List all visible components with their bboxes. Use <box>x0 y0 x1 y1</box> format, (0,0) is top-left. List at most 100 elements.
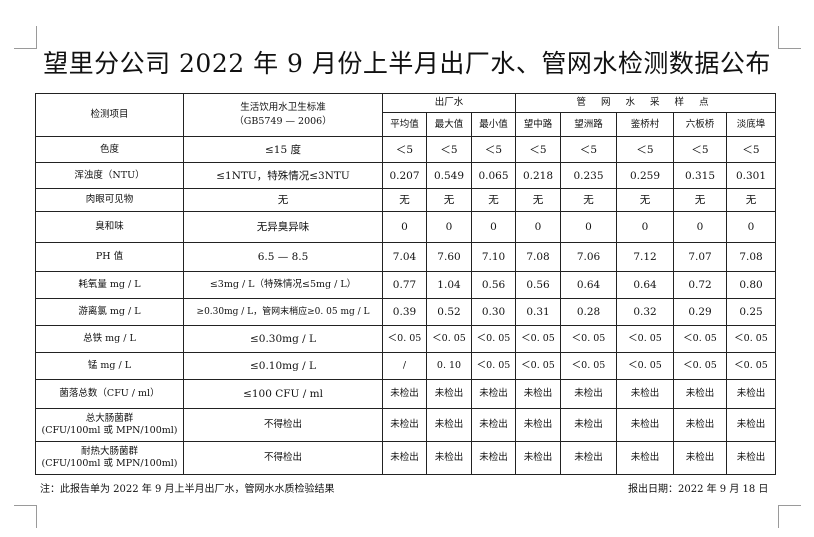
row-value: 7.08 <box>726 242 777 272</box>
row-item-line2: (CFU/100ml 或 MPN/100ml) <box>41 458 178 469</box>
row-value: 0.218 <box>515 162 562 189</box>
row-value: 0.64 <box>616 271 675 299</box>
row-value: 7.60 <box>426 242 472 272</box>
row-value: 未检出 <box>382 408 427 442</box>
row-value: 无 <box>726 188 777 212</box>
table-row: 浑浊度（NTU） ≤1NTU，特殊情况≤3NTU 0.207 0.549 0.0… <box>35 162 777 189</box>
row-value: 1.04 <box>426 271 472 299</box>
row-value: 0 <box>382 211 427 243</box>
row-value: 0.28 <box>560 298 618 326</box>
row-value: 未检出 <box>673 408 728 442</box>
report-date: 报出日期：2022 年 9 月 18 日 <box>628 484 769 495</box>
row-value: / <box>382 352 427 380</box>
header-factory-col: 平均值 <box>382 112 427 137</box>
row-item: 总大肠菌群 (CFU/100ml 或 MPN/100ml) <box>35 408 184 442</box>
row-item: 耐热大肠菌群 (CFU/100ml 或 MPN/100ml) <box>35 441 184 475</box>
row-value: 无 <box>382 188 427 212</box>
row-standard: 不得检出 <box>183 408 383 442</box>
table-row: 色度 ≤15 度 ＜5 ＜5 ＜5 ＜5 ＜5 ＜5 ＜5 ＜5 <box>35 136 777 163</box>
header-row-groups: 检测项目 生活饮用水卫生标准 （GB5749 — 2006） 出厂水 管 网 水… <box>35 93 777 137</box>
row-value: 0.25 <box>726 298 777 326</box>
row-item-line1: 总大肠菌群 <box>85 413 134 424</box>
row-standard: 无异臭异味 <box>183 211 383 243</box>
row-value: 未检出 <box>726 408 777 442</box>
row-value: ＜5 <box>673 136 728 163</box>
row-value: 未检出 <box>560 379 618 409</box>
table-row: 游离氯 mg / L ≥0.30mg / L，管网末梢应≥0. 05 mg / … <box>35 298 777 326</box>
row-value: 0 <box>726 211 777 243</box>
table-row: 总大肠菌群 (CFU/100ml 或 MPN/100ml) 不得检出 未检出 未… <box>35 408 777 442</box>
header-standard-line1: 生活饮用水卫生标准 <box>240 102 326 113</box>
row-value: 未检出 <box>673 379 728 409</box>
row-value: 未检出 <box>560 441 618 475</box>
row-value: 0.64 <box>560 271 618 299</box>
row-value: ＜0. 05 <box>515 352 562 380</box>
row-value: 7.07 <box>673 242 728 272</box>
header-network-col: 六板桥 <box>673 112 728 137</box>
row-standard: ≤3mg / L（特殊情况≤5mg / L） <box>183 271 383 299</box>
header-network-group: 管 网 水 采 样 点 <box>515 93 777 113</box>
row-standard: 不得检出 <box>183 441 383 475</box>
footer-note: 注：此报告单为 2022 年 9 月上半月出厂水，管网水水质检验结果 <box>40 484 335 495</box>
row-standard: ≤100 CFU / ml <box>183 379 383 409</box>
row-value: 无 <box>616 188 675 212</box>
row-standard: ≤15 度 <box>183 136 383 163</box>
row-item: 肉眼可见物 <box>35 188 184 212</box>
crop-mark-bottom-right <box>778 505 801 528</box>
row-value: 0 <box>426 211 472 243</box>
row-value: ＜0. 05 <box>560 352 618 380</box>
row-value: 0.72 <box>673 271 728 299</box>
row-value: 未检出 <box>616 441 675 475</box>
header-network-col: 望洲路 <box>560 112 618 137</box>
row-value: ＜5 <box>515 136 562 163</box>
row-value: 0.30 <box>470 298 517 326</box>
row-value: 未检出 <box>426 441 472 475</box>
row-value: 未检出 <box>515 408 562 442</box>
header-factory-group: 出厂水 <box>381 93 517 113</box>
row-value: 7.12 <box>616 242 675 272</box>
row-value: 无 <box>560 188 618 212</box>
row-item: 游离氯 mg / L <box>35 298 184 326</box>
row-standard: ≤0.30mg / L <box>183 325 383 353</box>
row-value: 7.08 <box>515 242 562 272</box>
table-row: 耗氧量 mg / L ≤3mg / L（特殊情况≤5mg / L） 0.77 1… <box>35 271 777 299</box>
row-value: 未检出 <box>726 379 777 409</box>
row-standard: 无 <box>183 188 383 212</box>
row-value: 0. 10 <box>426 352 472 380</box>
row-value: 无 <box>470 188 517 212</box>
row-value: ＜0. 05 <box>673 352 728 380</box>
row-value: 未检出 <box>470 408 517 442</box>
row-value: 未检出 <box>382 441 427 475</box>
table-row: 锰 mg / L ≤0.10mg / L / 0. 10 ＜0. 05 ＜0. … <box>35 352 777 380</box>
row-item: 臭和味 <box>35 211 184 243</box>
row-value: ＜0. 05 <box>426 325 472 353</box>
row-value: 未检出 <box>515 441 562 475</box>
header-item: 检测项目 <box>35 93 184 137</box>
row-value: 0 <box>560 211 618 243</box>
row-item: 锰 mg / L <box>35 352 184 380</box>
row-value: ＜5 <box>560 136 618 163</box>
row-value: 未检出 <box>426 408 472 442</box>
row-value: 无 <box>515 188 562 212</box>
header-factory-col: 最小值 <box>470 112 517 137</box>
row-value: ＜0. 05 <box>726 325 777 353</box>
row-value: 未检出 <box>426 379 472 409</box>
row-standard: 6.5 — 8.5 <box>183 242 383 272</box>
row-item: 菌落总数（CFU / ml） <box>35 379 184 409</box>
row-value: ＜0. 05 <box>470 325 517 353</box>
row-value: 0.52 <box>426 298 472 326</box>
header-network-col: 鉴桥村 <box>616 112 675 137</box>
water-quality-table: 检测项目 生活饮用水卫生标准 （GB5749 — 2006） 出厂水 管 网 水… <box>35 93 777 475</box>
row-value: 7.10 <box>470 242 517 272</box>
row-value: 0.259 <box>616 162 675 189</box>
header-network-col: 望中路 <box>515 112 562 137</box>
row-value: ＜0. 05 <box>616 325 675 353</box>
row-value: 0.29 <box>673 298 728 326</box>
row-value: 未检出 <box>673 441 728 475</box>
row-value: 0.77 <box>382 271 427 299</box>
row-value: ＜5 <box>382 136 427 163</box>
row-value: 无 <box>673 188 728 212</box>
crop-mark-top-right <box>778 26 801 49</box>
table-row: 耐热大肠菌群 (CFU/100ml 或 MPN/100ml) 不得检出 未检出 … <box>35 441 777 475</box>
row-value: 0 <box>515 211 562 243</box>
